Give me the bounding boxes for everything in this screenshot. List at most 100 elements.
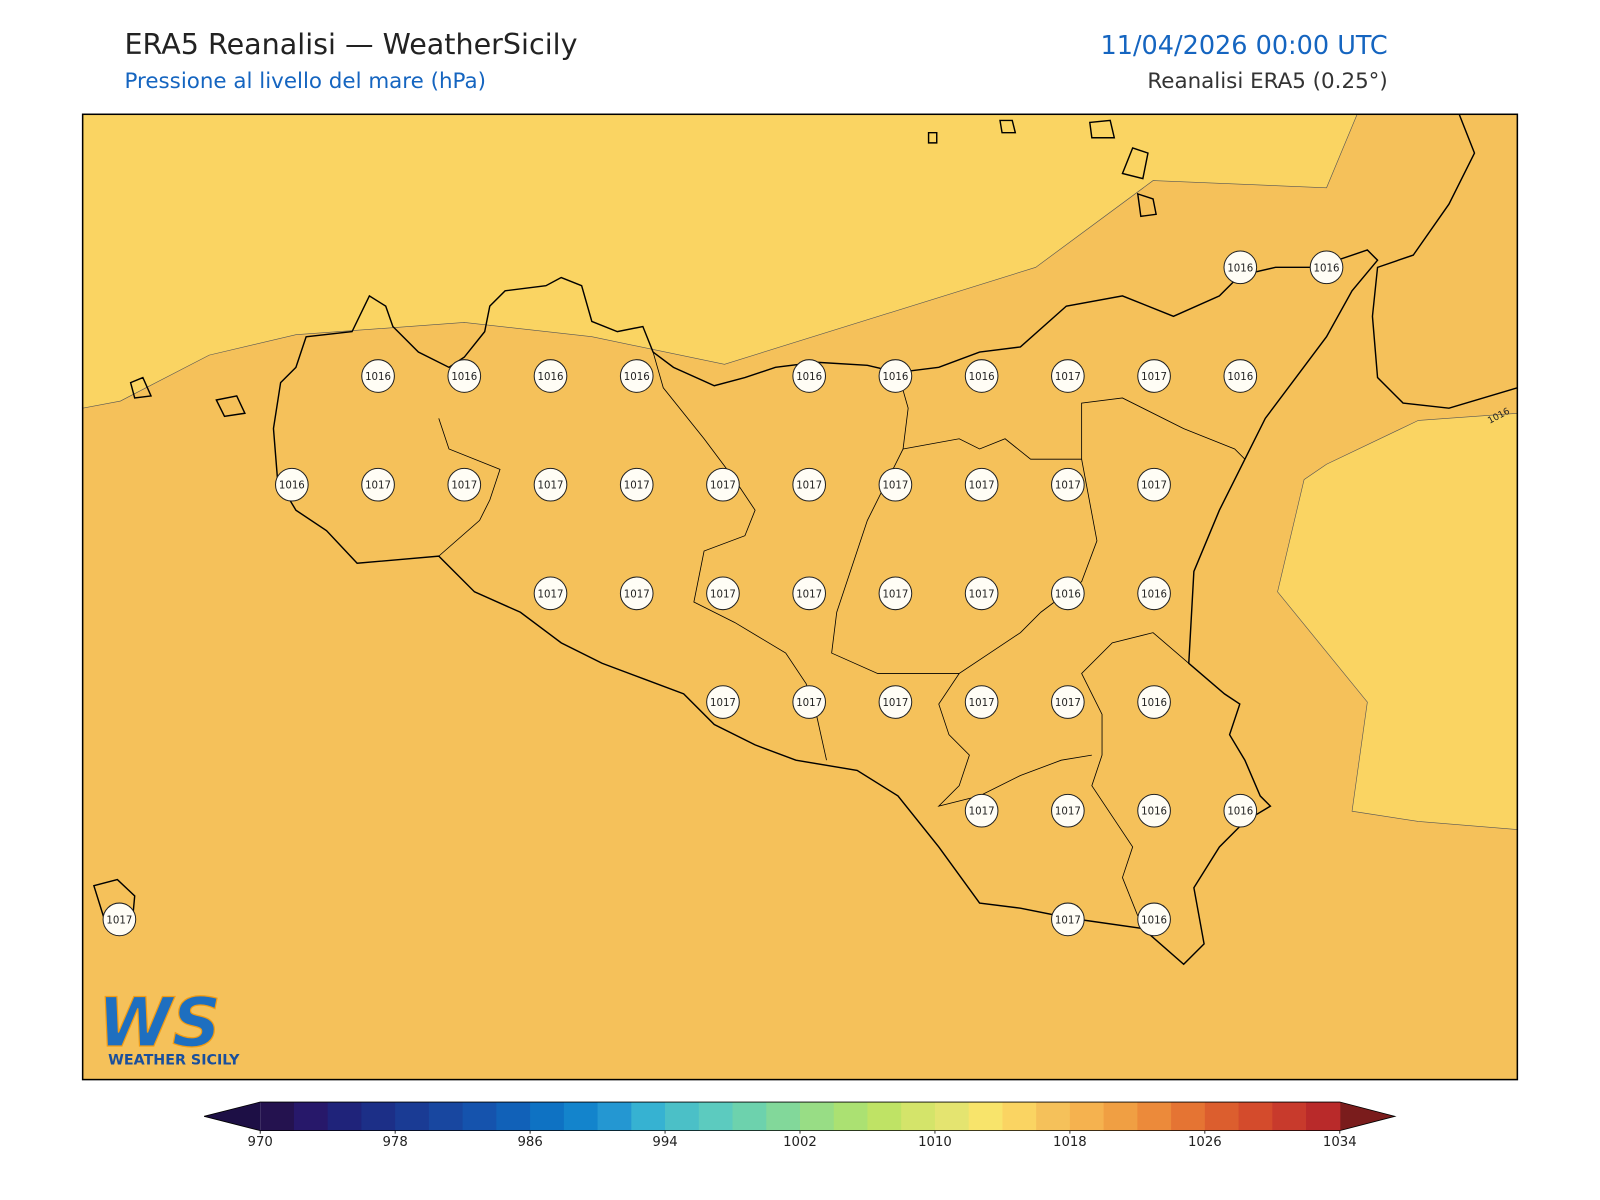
logo-text: WEATHER SICILY — [108, 1052, 240, 1068]
station-value: 1017 — [882, 589, 908, 600]
colorbar-extend-high — [1339, 1102, 1395, 1131]
colorbar-segment — [1002, 1102, 1037, 1131]
station-value: 1016 — [279, 481, 305, 492]
colorbar-segment — [665, 1102, 700, 1131]
colorbar-segment — [293, 1102, 329, 1131]
colorbar-segment — [428, 1102, 464, 1131]
station-value: 1017 — [969, 481, 995, 492]
station-marker — [1223, 359, 1258, 393]
station-marker — [533, 576, 568, 611]
title: ERA5 Reanalisi — WeatherSicily — [124, 27, 577, 61]
station-value: 1016 — [1314, 263, 1340, 274]
station-marker — [878, 576, 913, 611]
station-marker — [878, 359, 913, 393]
station-value: 1017 — [969, 807, 995, 818]
colorbar: 970 978 986 994 1002 1010 1018 1026 1034 — [203, 1101, 1397, 1150]
colorbar-tick-label: 1010 — [918, 1135, 952, 1150]
logo-mark: WS — [98, 983, 221, 1062]
station-marker — [1137, 793, 1171, 828]
colorbar-segment — [530, 1102, 565, 1131]
station-marker — [619, 467, 654, 502]
colorbar-segment — [462, 1102, 497, 1131]
station-marker — [1223, 250, 1258, 285]
station-value: 1017 — [538, 589, 564, 600]
station-marker — [1051, 359, 1085, 393]
station-marker — [964, 576, 999, 611]
station-value: 1017 — [624, 589, 650, 600]
station-marker — [706, 467, 740, 502]
station-value: 1017 — [106, 915, 132, 926]
pressure-band — [1277, 412, 1518, 830]
colorbar-tick-label: 1026 — [1188, 1135, 1222, 1150]
colorbar-tick-label: 1034 — [1323, 1135, 1357, 1150]
station-marker — [1051, 576, 1085, 611]
colorbar-segment — [934, 1102, 970, 1131]
station-value: 1017 — [1055, 481, 1081, 492]
station-marker — [792, 576, 827, 611]
station-value: 1016 — [538, 372, 564, 383]
colorbar-segment — [1306, 1102, 1341, 1131]
station-marker — [533, 359, 568, 393]
station-value: 1016 — [882, 372, 908, 383]
sicily-coast — [272, 249, 1379, 966]
station-value: 1017 — [796, 589, 822, 600]
stations: 1016 1016 1016 1016 1016 1016 1016 1016 1016 1017… — [102, 250, 1344, 937]
station-value: 1017 — [1055, 807, 1081, 818]
island — [927, 119, 1157, 218]
station-value: 1017 — [710, 698, 736, 709]
map-frame — [81, 113, 1519, 1081]
station-value: 1016 — [796, 372, 822, 383]
station-marker — [1051, 685, 1085, 719]
station-value: 1017 — [882, 481, 908, 492]
logo: WS WEATHER SICILY — [97, 982, 240, 1068]
colorbar-segment — [867, 1102, 902, 1131]
station-value: 1016 — [365, 372, 391, 383]
colorbar-tick-label: 1018 — [1053, 1135, 1087, 1150]
station-marker — [792, 685, 827, 719]
station-value: 1017 — [1055, 372, 1081, 383]
colorbar-segment — [1171, 1102, 1206, 1131]
station-value: 1016 — [1141, 915, 1167, 926]
colorbar-tick-label: 986 — [517, 1135, 542, 1150]
colorbar-segment — [631, 1102, 666, 1131]
station-value: 1017 — [365, 481, 391, 492]
station-value: 1016 — [1141, 589, 1167, 600]
colorbar-tick-label: 978 — [383, 1135, 408, 1150]
station-value: 1017 — [1055, 915, 1081, 926]
station-value: 1017 — [1141, 481, 1167, 492]
colorbar-segment — [260, 1102, 295, 1131]
station-value: 1016 — [1055, 589, 1081, 600]
colorbar-segment — [698, 1102, 734, 1131]
station-marker — [447, 467, 482, 502]
station-marker — [964, 793, 999, 828]
station-value: 1017 — [796, 698, 822, 709]
station-value: 1016 — [1227, 263, 1253, 274]
station-marker — [1137, 902, 1171, 937]
source: Reanalisi ERA5 (0.25°) — [1147, 69, 1387, 94]
station-marker — [706, 685, 740, 719]
subtitle: Pressione al livello del mare (hPa) — [124, 69, 485, 94]
colorbar-segment — [800, 1102, 835, 1131]
station-marker — [878, 467, 913, 502]
station-marker — [878, 685, 913, 719]
colorbar-segment — [597, 1102, 632, 1131]
colorbar-tick-label: 1002 — [783, 1135, 817, 1150]
station-marker — [1051, 467, 1085, 502]
coastlines — [92, 114, 1518, 966]
colorbar-segment — [1204, 1102, 1240, 1131]
colorbar-tick-label: 994 — [652, 1135, 677, 1150]
station-marker — [964, 359, 999, 393]
station-value: 1017 — [538, 481, 564, 492]
station-marker — [1137, 467, 1171, 502]
station-marker — [1137, 576, 1171, 611]
station-value: 1017 — [710, 589, 736, 600]
station-value: 1017 — [710, 481, 736, 492]
station-value: 1017 — [969, 589, 995, 600]
station-value: 1017 — [882, 698, 908, 709]
colorbar-segment — [901, 1102, 936, 1131]
station-value: 1016 — [1227, 372, 1253, 383]
station-marker — [533, 467, 568, 502]
station-value: 1016 — [1141, 698, 1167, 709]
station-value: 1017 — [624, 481, 650, 492]
